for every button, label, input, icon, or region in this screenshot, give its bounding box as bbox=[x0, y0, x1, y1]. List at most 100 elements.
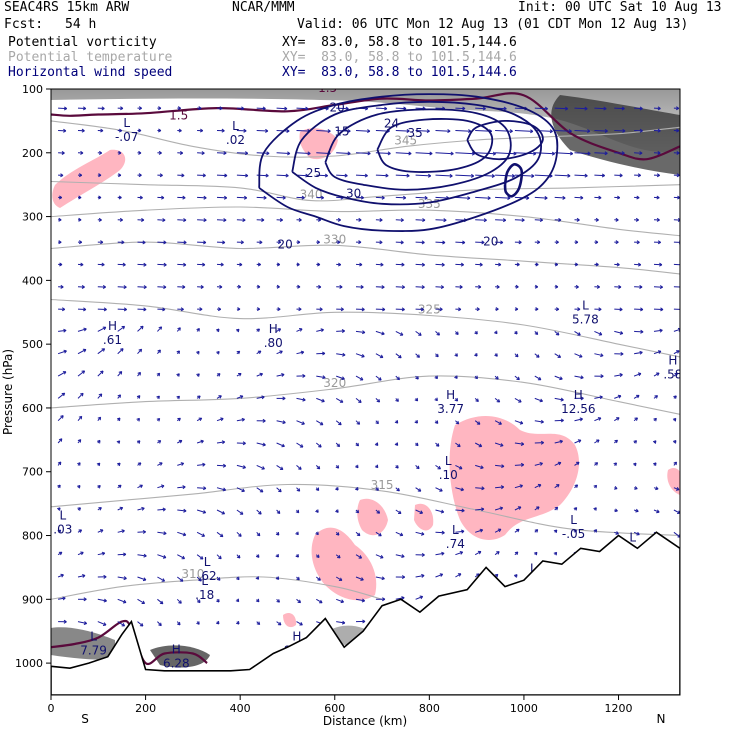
wind-vector-head bbox=[375, 487, 379, 491]
wind-vector bbox=[276, 350, 283, 355]
wind-vector bbox=[395, 330, 404, 336]
theta-contour-320 bbox=[51, 375, 680, 415]
wind-vector bbox=[673, 509, 680, 514]
wind-vector-head bbox=[557, 354, 562, 358]
wind-vector-head bbox=[539, 398, 543, 403]
wind-vector-head bbox=[537, 376, 542, 381]
wind-vector bbox=[355, 598, 365, 602]
wind-vector bbox=[395, 353, 402, 359]
wind-vector-head bbox=[143, 285, 147, 290]
wind-vector-head bbox=[163, 262, 167, 267]
wind-vector bbox=[375, 174, 389, 177]
wind-vector-head bbox=[574, 262, 579, 267]
wind-vector-head bbox=[118, 173, 122, 178]
wind-vector-head bbox=[622, 128, 626, 133]
wind-vector-head bbox=[518, 399, 522, 403]
wind-vector-head bbox=[468, 129, 472, 134]
wind-speed-label: 25 bbox=[306, 166, 321, 180]
wind-vector-head bbox=[299, 444, 304, 448]
wind-vector-head bbox=[659, 328, 663, 333]
wind-vector bbox=[315, 442, 322, 448]
wind-vector-head bbox=[621, 151, 625, 156]
wind-vector bbox=[316, 329, 324, 332]
wind-vector-head bbox=[358, 555, 363, 559]
wind-vector-head bbox=[619, 331, 624, 335]
extremum-l-marker: L bbox=[123, 116, 130, 130]
wind-vector-head bbox=[654, 395, 658, 399]
wind-vector-head bbox=[224, 173, 228, 178]
wind-vector bbox=[435, 573, 443, 578]
wind-vector bbox=[137, 263, 147, 266]
wind-vector-head bbox=[81, 128, 85, 133]
wind-vector bbox=[475, 152, 496, 155]
wind-vector-head bbox=[347, 151, 351, 156]
wind-vector-head bbox=[600, 374, 604, 379]
wind-vector bbox=[435, 152, 454, 155]
wind-vector bbox=[256, 396, 265, 399]
wind-vector-head bbox=[83, 307, 87, 312]
wind-vector bbox=[296, 621, 303, 626]
wind-vector-head bbox=[673, 395, 677, 399]
wind-vector-head bbox=[315, 509, 319, 513]
theta-contour-315 bbox=[51, 483, 680, 537]
wind-vector-head bbox=[341, 620, 346, 625]
x-tick-label: 200 bbox=[135, 702, 156, 715]
wind-vector-head bbox=[156, 395, 160, 400]
wind-vector-head bbox=[243, 128, 247, 133]
wind-vector-head bbox=[376, 510, 381, 514]
wind-vector-head bbox=[441, 551, 445, 556]
wind-vector-head bbox=[498, 262, 502, 267]
wind-vector-head bbox=[562, 195, 566, 200]
wind-vector bbox=[574, 174, 588, 177]
wind-vector-head bbox=[442, 240, 446, 245]
wind-vector-head bbox=[471, 151, 475, 156]
wind-vector-head bbox=[77, 507, 81, 511]
wind-vector-head bbox=[301, 195, 305, 200]
forecast-label: Fcst: bbox=[4, 17, 44, 32]
wind-vector-head bbox=[162, 218, 166, 223]
wind-vector-head bbox=[398, 354, 402, 359]
wind-vector-head bbox=[380, 555, 384, 559]
wind-vector-head bbox=[521, 218, 525, 223]
wind-vector-head bbox=[118, 371, 123, 375]
wind-vector-head bbox=[219, 106, 223, 111]
wind-vector-head bbox=[241, 106, 245, 111]
wind-vector bbox=[554, 397, 564, 401]
wind-vector-head bbox=[367, 129, 371, 134]
wind-vector-head bbox=[238, 373, 242, 377]
wind-vector bbox=[197, 196, 207, 199]
wind-vector bbox=[77, 328, 87, 332]
wind-vector bbox=[554, 440, 563, 444]
wind-speed-label: 20 bbox=[483, 234, 498, 248]
wind-vector-head bbox=[103, 307, 107, 312]
wind-vector-head bbox=[337, 240, 341, 245]
wind-vector bbox=[594, 353, 604, 357]
wind-vector bbox=[137, 554, 147, 557]
wind-vector bbox=[157, 263, 167, 266]
wind-vector-head bbox=[297, 284, 301, 289]
wind-vector-head bbox=[356, 421, 361, 425]
wind-vector bbox=[395, 509, 402, 514]
wind-vector-head bbox=[479, 528, 484, 533]
wind-vector bbox=[117, 348, 124, 355]
wind-vector-head bbox=[380, 262, 384, 267]
wind-vector bbox=[435, 263, 445, 266]
wind-vector-head bbox=[83, 621, 88, 625]
wind-vector bbox=[634, 351, 643, 355]
wind-vector-head bbox=[620, 351, 624, 356]
wind-vector-head bbox=[216, 577, 221, 581]
wind-vector-head bbox=[182, 485, 186, 490]
wind-vector bbox=[58, 107, 67, 110]
wind-vector bbox=[435, 130, 451, 132]
wind-vector-head bbox=[57, 484, 61, 489]
wind-vector-head bbox=[358, 399, 362, 403]
wind-vector bbox=[415, 286, 425, 288]
wind-vector-head bbox=[142, 577, 147, 582]
wind-vector-head bbox=[659, 285, 663, 290]
wind-vector-head bbox=[258, 511, 262, 515]
wind-vector-head bbox=[238, 533, 242, 537]
x-axis-label: Distance (km) bbox=[323, 714, 407, 728]
wind-vector-head bbox=[282, 195, 286, 200]
terrain-surface bbox=[51, 531, 680, 695]
wind-vector-head bbox=[477, 550, 482, 555]
